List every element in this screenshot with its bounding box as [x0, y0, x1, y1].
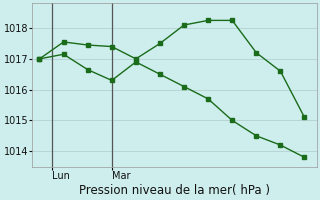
X-axis label: Pression niveau de la mer( hPa ): Pression niveau de la mer( hPa ) — [79, 184, 270, 197]
